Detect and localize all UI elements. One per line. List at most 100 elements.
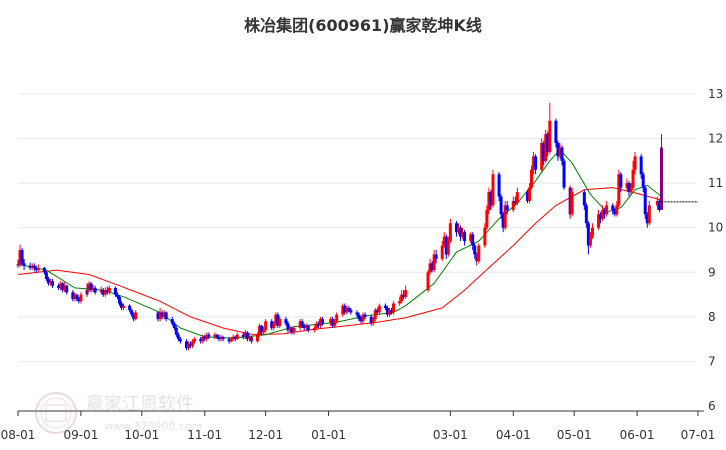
candle-2023-09-14 — [105, 286, 109, 295]
candle-2023-08-01 — [16, 259, 20, 268]
ma-short-line — [17, 148, 662, 339]
candle-body-2023-11-16 — [233, 336, 237, 340]
watermark-text: 赢家江恩软件 — [86, 393, 194, 415]
candle-2024-01-31 — [387, 307, 391, 317]
candle-2023-08-24 — [63, 282, 67, 293]
ma-long-line — [17, 187, 662, 336]
candle-body-2024-02-21 — [430, 263, 434, 271]
candle-body-2024-02-26 — [440, 245, 444, 259]
candle-body-2024-01-04 — [333, 321, 337, 326]
candle-2024-05-24 — [619, 172, 623, 193]
candle-2024-05-17 — [605, 200, 609, 217]
candle-body-2024-05-17 — [605, 205, 609, 215]
candle-body-2023-09-21 — [120, 303, 124, 308]
candle-2023-08-15 — [44, 271, 48, 282]
candle-2023-12-15 — [292, 325, 296, 335]
candle-2024-01-30 — [385, 305, 389, 317]
candle-2024-02-05 — [398, 296, 402, 306]
candle-body-2024-03-28 — [503, 205, 507, 228]
candle-2023-10-18 — [174, 325, 178, 337]
candle-2024-05-21 — [613, 207, 617, 217]
candle-2024-04-03 — [515, 187, 519, 206]
candle-body-2024-01-02 — [329, 319, 333, 324]
y-tick-label-8: 8 — [708, 310, 716, 324]
candle-body-2023-12-15 — [292, 328, 296, 333]
candle-2024-06-13 — [659, 134, 663, 210]
candle-2024-05-13 — [597, 209, 601, 230]
x-tick-label-10-01: 10-01 — [124, 428, 159, 442]
candle-2024-02-19 — [426, 270, 430, 293]
candle-2024-01-09 — [343, 303, 347, 315]
candle-2024-04-16 — [542, 140, 546, 166]
candle-body-2024-05-28 — [627, 183, 631, 193]
candle-2024-01-02 — [329, 316, 333, 326]
candle-2023-08-03 — [20, 247, 24, 266]
candle-2023-11-01 — [203, 334, 207, 342]
candle-2024-05-09 — [588, 232, 592, 248]
candle-2023-10-10 — [158, 307, 162, 322]
candle-2024-03-11 — [469, 232, 473, 244]
candle-body-2023-08-14 — [42, 267, 46, 273]
candle-2023-12-11 — [284, 316, 288, 326]
candle-body-2024-01-05 — [335, 314, 339, 322]
candle-2024-02-26 — [440, 241, 444, 262]
candle-2024-04-29 — [568, 185, 572, 219]
candle-body-2024-05-24 — [619, 174, 623, 188]
candle-body-2024-02-28 — [444, 236, 448, 255]
candle-2024-03-14 — [475, 252, 479, 266]
candle-2024-01-24 — [373, 307, 377, 322]
candle-2023-12-05 — [272, 321, 276, 331]
candle-body-2024-05-08 — [586, 223, 590, 246]
candle-2024-03-04 — [454, 221, 458, 237]
candle-body-2024-01-19 — [363, 314, 367, 317]
candle-2024-06-05 — [643, 185, 647, 219]
candle-body-2023-08-16 — [46, 278, 50, 284]
candle-2023-08-04 — [22, 258, 26, 271]
x-tick-label-07-01: 07-01 — [681, 428, 716, 442]
candle-body-2024-03-15 — [477, 245, 481, 262]
candle-2023-09-11 — [99, 286, 103, 295]
candle-2023-09-22 — [122, 303, 126, 311]
candle-body-2023-12-28 — [318, 319, 322, 326]
candle-body-2023-11-08 — [217, 336, 221, 340]
candle-2023-09-27 — [132, 312, 136, 322]
candle-body-2024-04-29 — [568, 187, 572, 215]
candlesticks — [16, 102, 663, 351]
candle-body-2023-08-17 — [48, 281, 52, 284]
candle-2023-09-05 — [87, 281, 91, 293]
candle-body-2023-12-06 — [274, 314, 278, 324]
candle-body-2023-11-28 — [258, 325, 262, 335]
candle-2023-12-20 — [302, 323, 306, 331]
candle-body-2024-04-01 — [511, 200, 515, 210]
candle-2023-10-31 — [201, 334, 205, 344]
candle-2023-12-06 — [274, 312, 278, 326]
candle-body-2024-01-30 — [385, 307, 389, 315]
candle-2024-01-18 — [361, 312, 365, 324]
candle-body-2024-02-05 — [398, 301, 402, 304]
candle-body-2023-12-22 — [306, 325, 310, 331]
candle-body-2023-11-22 — [245, 332, 249, 340]
candle-2023-09-21 — [120, 301, 124, 311]
candle-body-2023-09-19 — [115, 294, 119, 297]
candle-2024-04-11 — [532, 151, 536, 175]
candle-2023-08-25 — [65, 284, 69, 295]
candle-body-2023-10-17 — [172, 323, 176, 328]
candle-2024-01-22 — [369, 314, 373, 326]
candle-2023-10-19 — [176, 332, 180, 342]
candle-2023-12-18 — [298, 319, 302, 331]
candle-body-2023-08-29 — [73, 294, 77, 300]
candle-body-2023-10-10 — [158, 312, 162, 320]
candle-body-2023-08-09 — [32, 265, 36, 268]
candle-2024-03-18 — [483, 223, 487, 248]
candle-body-2023-12-11 — [284, 319, 288, 324]
candle-body-2023-12-05 — [272, 323, 276, 328]
candle-body-2023-09-28 — [134, 312, 138, 320]
candle-2024-04-02 — [513, 196, 517, 206]
candle-body-2023-10-26 — [191, 341, 195, 346]
candle-body-2024-05-10 — [590, 227, 594, 237]
candle-body-2023-10-12 — [162, 312, 166, 317]
candle-2023-12-22 — [306, 324, 310, 333]
candle-body-2024-02-23 — [434, 254, 438, 259]
candle-body-2024-04-09 — [528, 187, 532, 201]
candle-2023-12-04 — [270, 319, 274, 331]
